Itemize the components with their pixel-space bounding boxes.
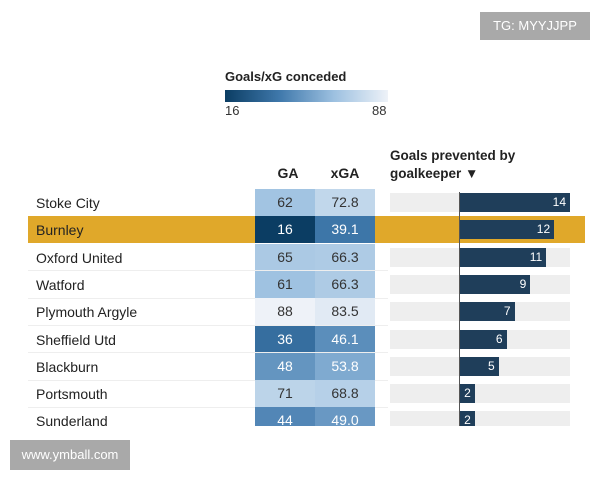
ga-cell: 71 (255, 380, 315, 408)
table-row[interactable]: Oxford United 65 66.3 11 (28, 243, 585, 271)
table-row[interactable]: Sheffield Utd 36 46.1 6 (28, 325, 585, 353)
column-header-goals-prevented[interactable]: Goals prevented by goalkeeper ▼ (390, 148, 516, 181)
team-name: Watford (36, 276, 85, 293)
legend-color-scale (225, 90, 388, 102)
ga-cell: 62 (255, 189, 315, 216)
goals-prevented-bar: 5 (459, 356, 499, 376)
row-divider (28, 325, 388, 326)
xga-cell: 46.1 (315, 325, 375, 353)
watermark-bottom: www.ymball.com (10, 440, 130, 470)
ga-cell: 36 (255, 325, 315, 353)
team-name: Blackburn (36, 358, 99, 375)
xga-cell: 66.3 (315, 270, 375, 298)
xga-cell: 83.5 (315, 298, 375, 326)
goals-prevented-bar: 2 (459, 411, 475, 426)
goals-prevented-bar: 7 (459, 302, 515, 322)
table-row[interactable]: Portsmouth 71 68.8 2 (28, 380, 585, 408)
goals-prevented-bar: 12 (459, 220, 555, 240)
row-divider (28, 352, 388, 354)
team-name: Oxford United (36, 249, 123, 266)
xga-cell: 72.8 (315, 189, 375, 216)
xga-cell: 39.1 (315, 216, 375, 244)
table-row[interactable]: Blackburn 48 53.8 5 (28, 352, 585, 380)
ga-cell: 61 (255, 270, 315, 298)
goals-prevented-bar: 6 (459, 329, 507, 349)
team-name: Plymouth Argyle (36, 304, 138, 321)
bar-track (390, 384, 570, 404)
column-header-xga: xGA (330, 165, 360, 181)
table-row[interactable]: Burnley 16 39.1 12 (28, 216, 585, 244)
ga-cell: 88 (255, 298, 315, 326)
legend-max-label: 88 (372, 103, 387, 118)
goals-prevented-bar: 2 (459, 384, 475, 404)
team-name: Burnley (36, 222, 84, 239)
row-divider (28, 270, 388, 272)
legend-min-label: 16 (225, 103, 240, 118)
table-row[interactable]: Watford 61 66.3 9 (28, 270, 585, 298)
legend-title: Goals/xG conceded (225, 69, 347, 84)
team-name: Portsmouth (36, 386, 108, 403)
xga-cell: 66.3 (315, 243, 375, 271)
row-divider (28, 297, 388, 299)
goals-prevented-bar: 9 (459, 274, 531, 294)
team-name: Stoke City (36, 195, 100, 211)
goals-prevented-bar: 11 (459, 247, 547, 267)
xga-cell: 68.8 (315, 380, 375, 408)
table-body: Stoke City 62 72.8 14 Burnley 16 39.1 12 Oxford … (0, 188, 600, 426)
ga-cell: 44 (255, 407, 315, 426)
goals-prevented-bar: 14 (459, 193, 570, 212)
row-divider (28, 379, 388, 381)
column-header-ga: GA (277, 165, 299, 181)
ga-cell: 65 (255, 243, 315, 271)
table-row[interactable]: Plymouth Argyle 88 83.5 7 (28, 298, 585, 326)
table-row[interactable]: Sunderland 44 49.0 2 (28, 407, 585, 426)
team-name: Sunderland (36, 413, 108, 426)
team-name: Sheffield Utd (36, 331, 116, 348)
ga-cell: 48 (255, 352, 315, 380)
bar-track (390, 411, 570, 426)
xga-cell: 49.0 (315, 407, 375, 426)
table-row[interactable]: Stoke City 62 72.8 14 (28, 189, 585, 216)
watermark-top: TG: MYYJJPP (480, 12, 590, 40)
xga-cell: 53.8 (315, 352, 375, 380)
zero-axis-line (459, 192, 460, 426)
ga-cell: 16 (255, 216, 315, 244)
row-divider (28, 406, 388, 408)
